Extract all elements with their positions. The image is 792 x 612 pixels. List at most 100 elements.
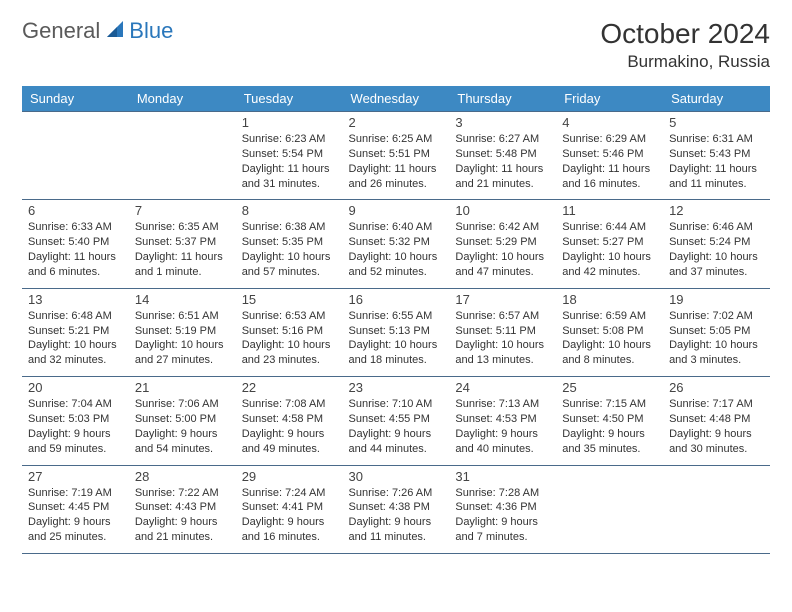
logo: General Blue [22,18,173,44]
day-number: 26 [669,380,764,395]
day-header: Monday [129,86,236,112]
day-number: 28 [135,469,230,484]
calendar-day-cell: 16 Sunrise: 6:55 AMSunset: 5:13 PMDayligh… [343,288,450,376]
title-block: October 2024 Burmakino, Russia [600,18,770,72]
calendar-day-cell: 31 Sunrise: 7:28 AMSunset: 4:36 PMDayligh… [449,465,556,553]
calendar-day-cell: 5Sunrise: 6:31 AMSunset: 5:43 PMDaylight… [663,112,770,200]
calendar-empty-cell [22,112,129,200]
day-details: Sunrise: 7:02 AMSunset: 5:05 PMDaylight:… [669,309,764,368]
day-header: Friday [556,86,663,112]
calendar-day-cell: 29 Sunrise: 7:24 AMSunset: 4:41 PMDayligh… [236,465,343,553]
day-details: Sunrise: 7:26 AMSunset: 4:38 PMDaylight:… [349,486,444,545]
day-details: Sunrise: 7:28 AMSunset: 4:36 PMDaylight:… [455,486,550,545]
calendar-day-cell: 2Sunrise: 6:25 AMSunset: 5:51 PMDaylight… [343,112,450,200]
logo-text-general: General [22,18,100,44]
calendar-body: 1Sunrise: 6:23 AMSunset: 5:54 PMDaylight… [22,112,770,554]
calendar-week-row: 6 Sunrise: 6:33 AMSunset: 5:40 PMDaylight… [22,200,770,288]
day-details: Sunrise: 6:53 AMSunset: 5:16 PMDaylight:… [242,309,337,368]
calendar-week-row: 1Sunrise: 6:23 AMSunset: 5:54 PMDaylight… [22,112,770,200]
calendar-empty-cell [129,112,236,200]
calendar-week-row: 20 Sunrise: 7:04 AMSunset: 5:03 PMDayligh… [22,377,770,465]
calendar-header-row: SundayMondayTuesdayWednesdayThursdayFrid… [22,86,770,112]
header: General Blue October 2024 Burmakino, Rus… [22,18,770,72]
day-number: 3 [455,115,550,130]
day-number: 12 [669,203,764,218]
calendar-day-cell: 15 Sunrise: 6:53 AMSunset: 5:16 PMDayligh… [236,288,343,376]
day-details: Sunrise: 6:59 AMSunset: 5:08 PMDaylight:… [562,309,657,368]
day-details: Sunrise: 6:35 AMSunset: 5:37 PMDaylight:… [135,220,230,279]
day-number: 23 [349,380,444,395]
day-number: 5 [669,115,764,130]
month-title: October 2024 [600,18,770,50]
calendar-day-cell: 25Sunrise: 7:15 AMSunset: 4:50 PMDayligh… [556,377,663,465]
calendar-day-cell: 3 Sunrise: 6:27 AMSunset: 5:48 PMDaylight… [449,112,556,200]
day-details: Sunrise: 7:13 AMSunset: 4:53 PMDaylight:… [455,397,550,456]
calendar-day-cell: 9 Sunrise: 6:40 AMSunset: 5:32 PMDaylight… [343,200,450,288]
day-number: 21 [135,380,230,395]
day-number: 16 [349,292,444,307]
day-details: Sunrise: 6:29 AMSunset: 5:46 PMDaylight:… [562,132,657,191]
day-number: 30 [349,469,444,484]
day-details: Sunrise: 7:17 AMSunset: 4:48 PMDaylight:… [669,397,764,456]
day-details: Sunrise: 7:08 AMSunset: 4:58 PMDaylight:… [242,397,337,456]
day-number: 2 [349,115,444,130]
day-details: Sunrise: 6:33 AMSunset: 5:40 PMDaylight:… [28,220,123,279]
day-number: 15 [242,292,337,307]
day-number: 27 [28,469,123,484]
calendar-day-cell: 11 Sunrise: 6:44 AMSunset: 5:27 PMDayligh… [556,200,663,288]
calendar-day-cell: 27 Sunrise: 7:19 AMSunset: 4:45 PMDayligh… [22,465,129,553]
day-number: 24 [455,380,550,395]
day-details: Sunrise: 7:10 AMSunset: 4:55 PMDaylight:… [349,397,444,456]
calendar-day-cell: 6 Sunrise: 6:33 AMSunset: 5:40 PMDaylight… [22,200,129,288]
calendar-day-cell: 7 Sunrise: 6:35 AMSunset: 5:37 PMDaylight… [129,200,236,288]
day-number: 22 [242,380,337,395]
calendar-day-cell: 13Sunrise: 6:48 AMSunset: 5:21 PMDayligh… [22,288,129,376]
calendar-day-cell: 8 Sunrise: 6:38 AMSunset: 5:35 PMDaylight… [236,200,343,288]
calendar-day-cell: 10Sunrise: 6:42 AMSunset: 5:29 PMDayligh… [449,200,556,288]
day-number: 29 [242,469,337,484]
calendar-day-cell: 17 Sunrise: 6:57 AMSunset: 5:11 PMDayligh… [449,288,556,376]
day-details: Sunrise: 7:04 AMSunset: 5:03 PMDaylight:… [28,397,123,456]
day-details: Sunrise: 7:24 AMSunset: 4:41 PMDaylight:… [242,486,337,545]
calendar-table: SundayMondayTuesdayWednesdayThursdayFrid… [22,86,770,554]
day-number: 11 [562,203,657,218]
calendar-day-cell: 14 Sunrise: 6:51 AMSunset: 5:19 PMDayligh… [129,288,236,376]
calendar-day-cell: 22 Sunrise: 7:08 AMSunset: 4:58 PMDayligh… [236,377,343,465]
calendar-day-cell: 18 Sunrise: 6:59 AMSunset: 5:08 PMDayligh… [556,288,663,376]
day-number: 7 [135,203,230,218]
day-number: 17 [455,292,550,307]
day-number: 8 [242,203,337,218]
day-details: Sunrise: 6:40 AMSunset: 5:32 PMDaylight:… [349,220,444,279]
day-number: 9 [349,203,444,218]
logo-text-blue: Blue [129,18,173,44]
day-number: 10 [455,203,550,218]
calendar-week-row: 27 Sunrise: 7:19 AMSunset: 4:45 PMDayligh… [22,465,770,553]
day-header: Wednesday [343,86,450,112]
calendar-empty-cell [663,465,770,553]
day-details: Sunrise: 6:27 AMSunset: 5:48 PMDaylight:… [455,132,550,191]
logo-sail-icon [105,19,127,44]
calendar-empty-cell [556,465,663,553]
day-number: 4 [562,115,657,130]
day-details: Sunrise: 7:19 AMSunset: 4:45 PMDaylight:… [28,486,123,545]
day-number: 14 [135,292,230,307]
location: Burmakino, Russia [600,52,770,72]
day-details: Sunrise: 6:51 AMSunset: 5:19 PMDaylight:… [135,309,230,368]
day-number: 1 [242,115,337,130]
calendar-day-cell: 21Sunrise: 7:06 AMSunset: 5:00 PMDayligh… [129,377,236,465]
calendar-day-cell: 23 Sunrise: 7:10 AMSunset: 4:55 PMDayligh… [343,377,450,465]
day-details: Sunrise: 6:38 AMSunset: 5:35 PMDaylight:… [242,220,337,279]
day-details: Sunrise: 6:57 AMSunset: 5:11 PMDaylight:… [455,309,550,368]
day-details: Sunrise: 6:44 AMSunset: 5:27 PMDaylight:… [562,220,657,279]
day-header: Thursday [449,86,556,112]
day-details: Sunrise: 6:55 AMSunset: 5:13 PMDaylight:… [349,309,444,368]
day-number: 20 [28,380,123,395]
calendar-day-cell: 26 Sunrise: 7:17 AMSunset: 4:48 PMDayligh… [663,377,770,465]
day-number: 18 [562,292,657,307]
day-number: 6 [28,203,123,218]
day-details: Sunrise: 7:15 AMSunset: 4:50 PMDaylight:… [562,397,657,456]
day-header: Tuesday [236,86,343,112]
day-number: 13 [28,292,123,307]
day-number: 31 [455,469,550,484]
calendar-day-cell: 1Sunrise: 6:23 AMSunset: 5:54 PMDaylight… [236,112,343,200]
